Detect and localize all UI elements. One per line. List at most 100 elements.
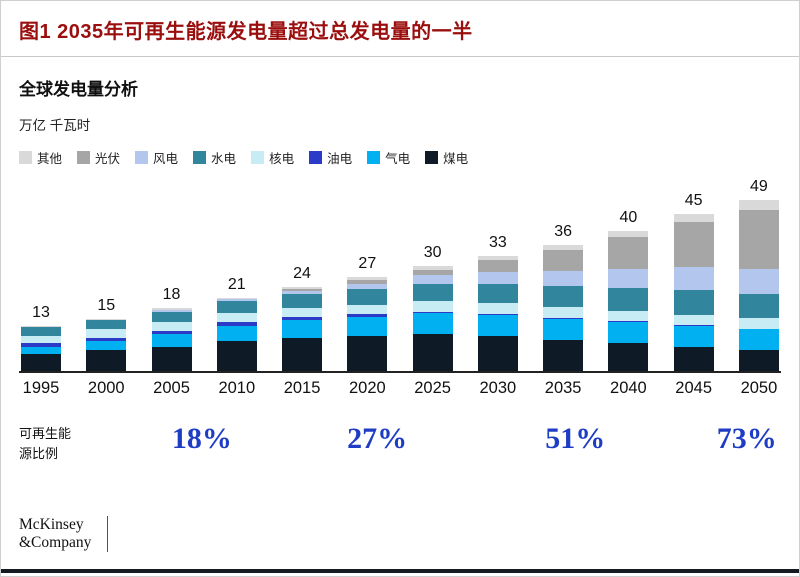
- bar-segment: [347, 336, 388, 371]
- legend-label: 核电: [269, 152, 295, 166]
- bar-stack: [21, 325, 61, 371]
- x-axis-tick-label: 2035: [544, 379, 582, 397]
- bar-segment: [673, 213, 714, 222]
- bar-segment: [608, 288, 649, 311]
- bar-column: 13: [19, 304, 63, 371]
- x-axis-tick-label: 2005: [153, 379, 190, 397]
- bar-total-label: 27: [358, 254, 377, 272]
- legend-label: 光伏: [95, 152, 121, 166]
- bar-segment: [151, 322, 192, 331]
- bar-segment: [543, 286, 584, 308]
- bar-stack: [86, 318, 127, 371]
- bar-segment: [543, 339, 584, 371]
- bar-total-label: 45: [684, 191, 703, 209]
- bar-segment: [412, 269, 453, 275]
- legend-item: 其他: [19, 148, 62, 167]
- bar-segment: [738, 293, 779, 319]
- legend-item: 水电: [193, 148, 236, 167]
- x-axis-tick-label: 1995: [22, 379, 60, 397]
- bar-segment: [477, 284, 518, 304]
- bar-column: 18: [150, 286, 194, 371]
- bar-segment: [86, 329, 127, 338]
- bar-segment: [477, 271, 518, 285]
- legend-item: 光伏: [77, 148, 120, 167]
- bar-column: 36: [541, 223, 585, 371]
- legend-swatch-icon: [19, 151, 32, 164]
- renewable-share-label-line1: 可再生能: [19, 426, 72, 441]
- bar-segment: [608, 237, 649, 269]
- legend-label: 油电: [327, 152, 353, 166]
- bar-segment: [216, 301, 257, 314]
- bar-total-label: 24: [293, 265, 311, 282]
- chart-subtitle: 全球发电量分析: [19, 80, 138, 99]
- bar-segment: [347, 280, 388, 284]
- x-axis-tick-label: 2015: [283, 379, 321, 397]
- legend-label: 其他: [37, 152, 63, 166]
- bar-segment: [673, 221, 714, 268]
- bar-column: 40: [606, 209, 650, 371]
- x-axis-tick-label: 2030: [479, 379, 517, 397]
- bar-column: 21: [215, 276, 259, 371]
- bar-segment: [673, 346, 714, 371]
- bar-segment: [21, 346, 61, 354]
- legend-item: 气电: [367, 148, 410, 167]
- bar-segment: [86, 318, 127, 320]
- bar-segment: [151, 309, 192, 312]
- bar-segment: [151, 346, 192, 371]
- renewable-share-label: 可再生能 源比例: [19, 424, 71, 464]
- bar-stack: [543, 245, 584, 371]
- bar-column: 15: [84, 297, 128, 371]
- bar-segment: [347, 304, 388, 314]
- bar-segment: [673, 314, 714, 326]
- bar-segment: [86, 337, 127, 342]
- x-axis-tick-label: 2020: [348, 379, 386, 397]
- renewable-share-value-2005: 18%: [171, 422, 232, 455]
- bar-segment: [21, 353, 61, 371]
- page-title: 图1 2035年可再生能源发电量超过总发电量的一半: [19, 21, 473, 43]
- bar-stack: [738, 199, 779, 371]
- bar-stack: [477, 255, 518, 371]
- bar-segment: [738, 318, 779, 329]
- bar-segment: [412, 301, 453, 312]
- mckinsey-logo-line1: McKinsey: [19, 516, 84, 534]
- x-axis-tick-label: 2045: [675, 379, 713, 397]
- legend-label: 风电: [153, 152, 179, 166]
- bar-column: 33: [476, 234, 520, 371]
- bar-segment: [412, 266, 453, 270]
- bar-segment: [412, 313, 453, 335]
- bar-total-label: 36: [554, 223, 573, 241]
- chart-legend: 其他 光伏 风电 水电 核电 油电 气电 煤电: [19, 148, 781, 167]
- bar-segment: [673, 267, 714, 291]
- bar-segment: [86, 319, 127, 321]
- mckinsey-logo-line2: &Company: [19, 534, 92, 551]
- x-axis-tick-label: 2040: [610, 379, 647, 397]
- bar-segment: [282, 320, 323, 338]
- bar-segment: [477, 336, 518, 371]
- bar-segment: [543, 249, 584, 271]
- bar-stack: [151, 308, 192, 371]
- legend-item: 风电: [135, 148, 178, 167]
- x-axis-tick-label: 2025: [414, 379, 451, 397]
- x-axis-tick-label: 2010: [218, 379, 256, 397]
- bar-segment: [216, 313, 257, 322]
- legend-label: 气电: [385, 152, 411, 166]
- renewable-share-value-2035: 51%: [545, 422, 606, 455]
- renewable-share-label-line2: 源比例: [19, 446, 59, 462]
- bar-total-label: 30: [423, 244, 442, 261]
- bar-segment: [477, 255, 518, 260]
- bar-total-label: 15: [97, 296, 116, 314]
- bar-segment: [216, 298, 257, 300]
- bar-segment: [216, 341, 257, 371]
- bar-total-label: 40: [619, 209, 638, 227]
- bar-segment: [543, 307, 584, 318]
- footer: McKinsey &Company: [19, 516, 109, 552]
- bar-segment: [673, 290, 714, 315]
- bar-segment: [608, 322, 649, 343]
- legend-swatch-icon: [425, 151, 439, 164]
- bar-segment: [673, 325, 714, 347]
- bar-column: 49: [737, 178, 781, 371]
- bar-segment: [608, 310, 649, 322]
- legend-item: 煤电: [425, 148, 468, 167]
- bar-segment: [543, 245, 584, 250]
